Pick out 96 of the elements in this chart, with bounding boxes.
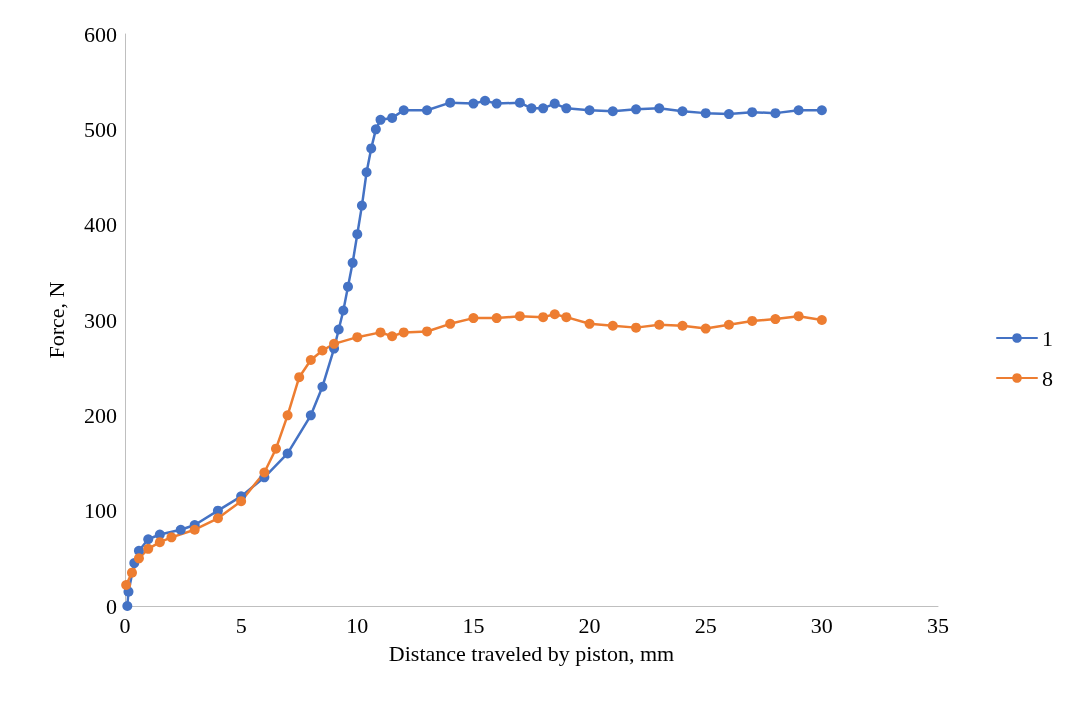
- point: [654, 103, 665, 114]
- point: [305, 355, 316, 366]
- point: [352, 332, 363, 343]
- point: [259, 467, 270, 478]
- point: [122, 601, 133, 611]
- point: [654, 319, 665, 330]
- x-tick-label: 25: [694, 612, 717, 638]
- point: [282, 448, 293, 459]
- point: [723, 109, 734, 120]
- point: [133, 553, 144, 564]
- x-tick-label: 20: [578, 612, 601, 638]
- point: [514, 311, 525, 322]
- point: [338, 305, 349, 316]
- point: [526, 103, 537, 114]
- point: [770, 314, 781, 325]
- point: [126, 567, 137, 578]
- point: [356, 200, 367, 211]
- y-tick-label: 0: [106, 593, 117, 619]
- point: [212, 513, 223, 524]
- point: [468, 98, 479, 109]
- y-tick-label: 300: [84, 307, 117, 333]
- point: [631, 104, 642, 115]
- point: [166, 532, 177, 543]
- point: [793, 311, 804, 322]
- point: [317, 345, 328, 356]
- point: [677, 320, 688, 331]
- point: [387, 112, 398, 123]
- legend-label: 8: [1042, 365, 1053, 391]
- point: [143, 534, 154, 545]
- point: [375, 114, 386, 125]
- point: [189, 524, 200, 535]
- point: [561, 312, 572, 323]
- point: [347, 257, 358, 268]
- point: [631, 322, 642, 333]
- y-axis-title: Force, N: [43, 281, 69, 359]
- point: [747, 315, 758, 326]
- x-axis-title: Distance traveled by piston, mm: [388, 640, 675, 666]
- point: [370, 124, 381, 135]
- point: [143, 543, 154, 554]
- point: [366, 143, 377, 154]
- point: [549, 98, 560, 109]
- point: [700, 108, 711, 119]
- y-tick-label: 500: [84, 116, 117, 142]
- x-tick-label: 35: [927, 612, 949, 638]
- point: [236, 496, 247, 507]
- point: [271, 443, 281, 454]
- point: [491, 98, 502, 109]
- y-tick-label: 600: [84, 21, 117, 47]
- legend-label: 1: [1042, 325, 1053, 351]
- point: [491, 313, 502, 324]
- x-tick-label: 10: [346, 612, 369, 638]
- point: [468, 313, 479, 324]
- point: [121, 580, 132, 591]
- point: [398, 327, 409, 338]
- point: [793, 105, 804, 116]
- y-tick-label: 100: [84, 498, 117, 524]
- y-tick-label: 400: [84, 212, 117, 238]
- y-tick-label: 200: [84, 402, 117, 428]
- point: [387, 331, 398, 342]
- point: [816, 315, 827, 325]
- point: [305, 410, 316, 421]
- point: [538, 103, 549, 114]
- point: [584, 318, 595, 329]
- point: [816, 105, 827, 116]
- x-tick-label: 30: [810, 612, 833, 638]
- point: [700, 323, 711, 334]
- point: [421, 326, 432, 337]
- point: [538, 312, 549, 323]
- point: [584, 105, 595, 116]
- x-tick-label: 5: [235, 612, 247, 638]
- point: [329, 338, 340, 349]
- point: [343, 281, 353, 292]
- x-tick-label: 15: [462, 612, 485, 638]
- point: [361, 167, 372, 178]
- point: [282, 410, 293, 421]
- point: [607, 106, 618, 117]
- point: [770, 108, 781, 119]
- point: [352, 229, 363, 240]
- point: [154, 537, 165, 548]
- point: [445, 97, 456, 108]
- point: [333, 324, 344, 335]
- point: [607, 320, 618, 331]
- point: [294, 372, 305, 383]
- point: [175, 524, 186, 535]
- point: [445, 318, 456, 329]
- point: [480, 95, 491, 106]
- point: [723, 319, 734, 330]
- point: [747, 107, 758, 118]
- point: [398, 105, 409, 116]
- point: [375, 327, 386, 338]
- point: [514, 97, 525, 108]
- point: [549, 309, 560, 320]
- point: [677, 106, 688, 117]
- point: [421, 105, 432, 116]
- point: [317, 381, 328, 392]
- point: [561, 103, 572, 114]
